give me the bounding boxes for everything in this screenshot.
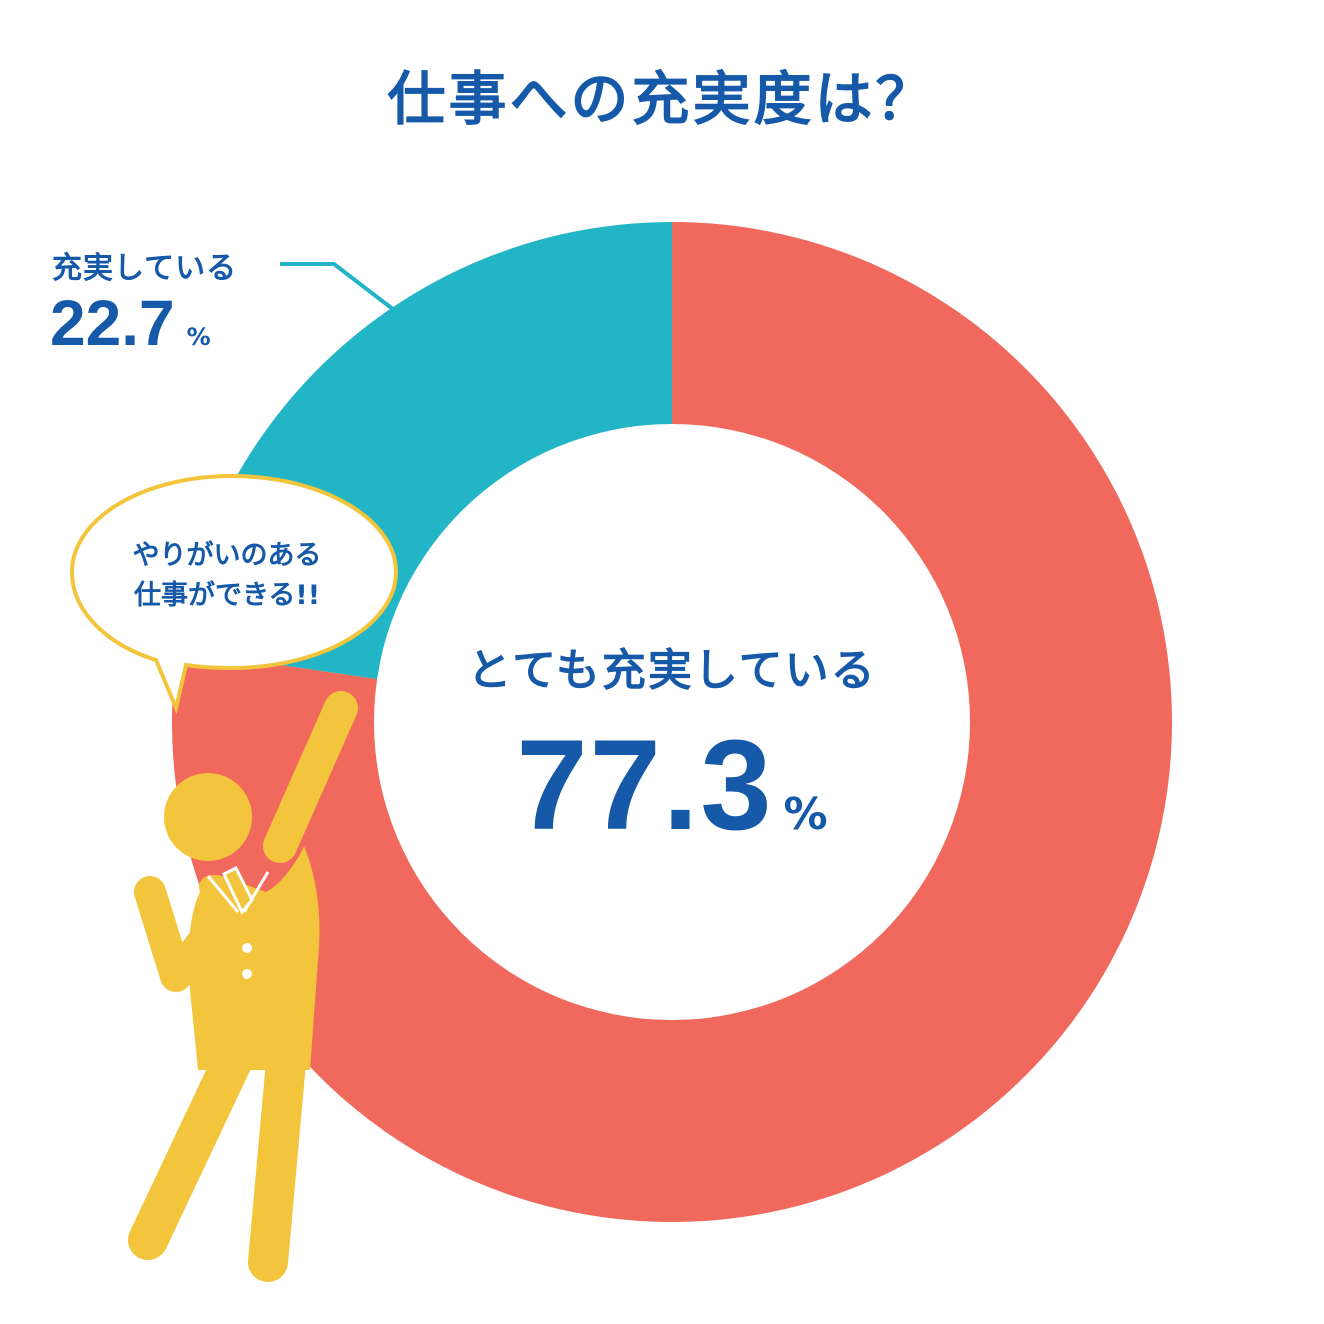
- callout-leader-line: [280, 262, 396, 312]
- center-number: 77.3: [516, 714, 774, 857]
- speech-bubble-text: やりがいのある 仕事ができる!!: [92, 536, 362, 616]
- callout-value: 22.7%: [50, 286, 211, 360]
- speech-bubble-line-1: やりがいのある: [132, 540, 322, 571]
- donut-hole: [374, 424, 970, 1020]
- speech-bubble-shape: [69, 473, 399, 715]
- person-figure-icon: [128, 691, 358, 1282]
- callout-label: 充実している: [52, 251, 238, 286]
- callout-unit: %: [186, 323, 211, 351]
- chart-title: 仕事への充実度は？: [387, 65, 937, 133]
- speech-bubble-line-2: 仕事ができる!!: [133, 580, 321, 611]
- center-value: 77.3%: [372, 712, 972, 859]
- center-unit: %: [783, 789, 828, 840]
- center-label: とても充実している: [467, 645, 877, 696]
- callout-number: 22.7: [50, 287, 175, 359]
